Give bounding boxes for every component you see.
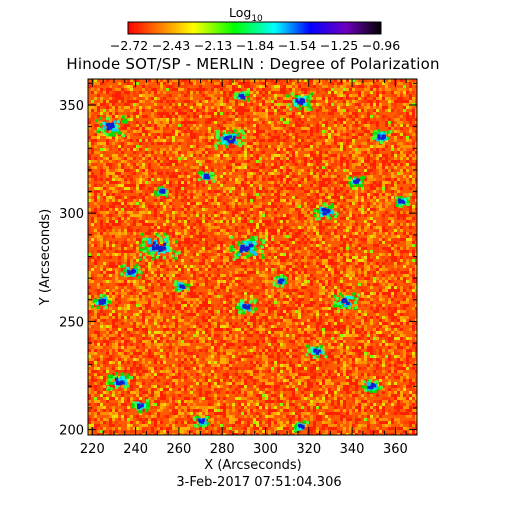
x-tick-label: 320 [296, 442, 321, 457]
x-tick-label: 340 [340, 442, 365, 457]
colorbar-tick-label: −2.13 [194, 38, 232, 53]
x-tick-label: 360 [383, 442, 408, 457]
x-tick-label: 240 [123, 442, 148, 457]
plot-title: Hinode SOT/SP - MERLIN : Degree of Polar… [66, 55, 439, 73]
colorbar-tick-label: −0.96 [362, 38, 400, 53]
y-axis: 200 250 300 350 [59, 82, 417, 439]
colorbar-tick-label: −1.25 [320, 38, 358, 53]
colorbar-tick-label: −1.84 [236, 38, 274, 53]
y-tick-label: 250 [59, 315, 84, 330]
y-tick-label: 300 [59, 207, 84, 222]
observation-timestamp: 3-Feb-2017 07:51:04.306 [176, 475, 341, 490]
polarization-image [88, 79, 417, 435]
x-tick-label: 280 [210, 442, 235, 457]
plot-frame [87, 78, 418, 436]
colorbar-title: Log10 [229, 5, 263, 24]
y-tick-label: 200 [59, 424, 84, 439]
x-tick-label: 220 [80, 442, 105, 457]
colorbar: Log10 −2.72 −2.43 −2.13 −1.84 −1.54 −1.25 −0.9… [110, 5, 400, 53]
x-tick-label: 260 [166, 442, 191, 457]
y-axis-title: Y (Arcseconds) [38, 209, 53, 306]
colorbar-tick-label: −2.72 [110, 38, 148, 53]
colorbar-tick-label: −2.43 [152, 38, 190, 53]
colorbar-tick-label: −1.54 [278, 38, 316, 53]
x-tick-label: 300 [253, 442, 278, 457]
colorbar-ramp [127, 21, 382, 35]
x-axis-title: X (Arcseconds) [204, 458, 301, 473]
x-axis: 220 240 260 280 300 320 340 360 [80, 79, 408, 457]
colorbar-tick-labels: −2.72 −2.43 −2.13 −1.84 −1.54 −1.25 −0.96 [110, 38, 400, 53]
y-tick-label: 350 [59, 99, 84, 114]
